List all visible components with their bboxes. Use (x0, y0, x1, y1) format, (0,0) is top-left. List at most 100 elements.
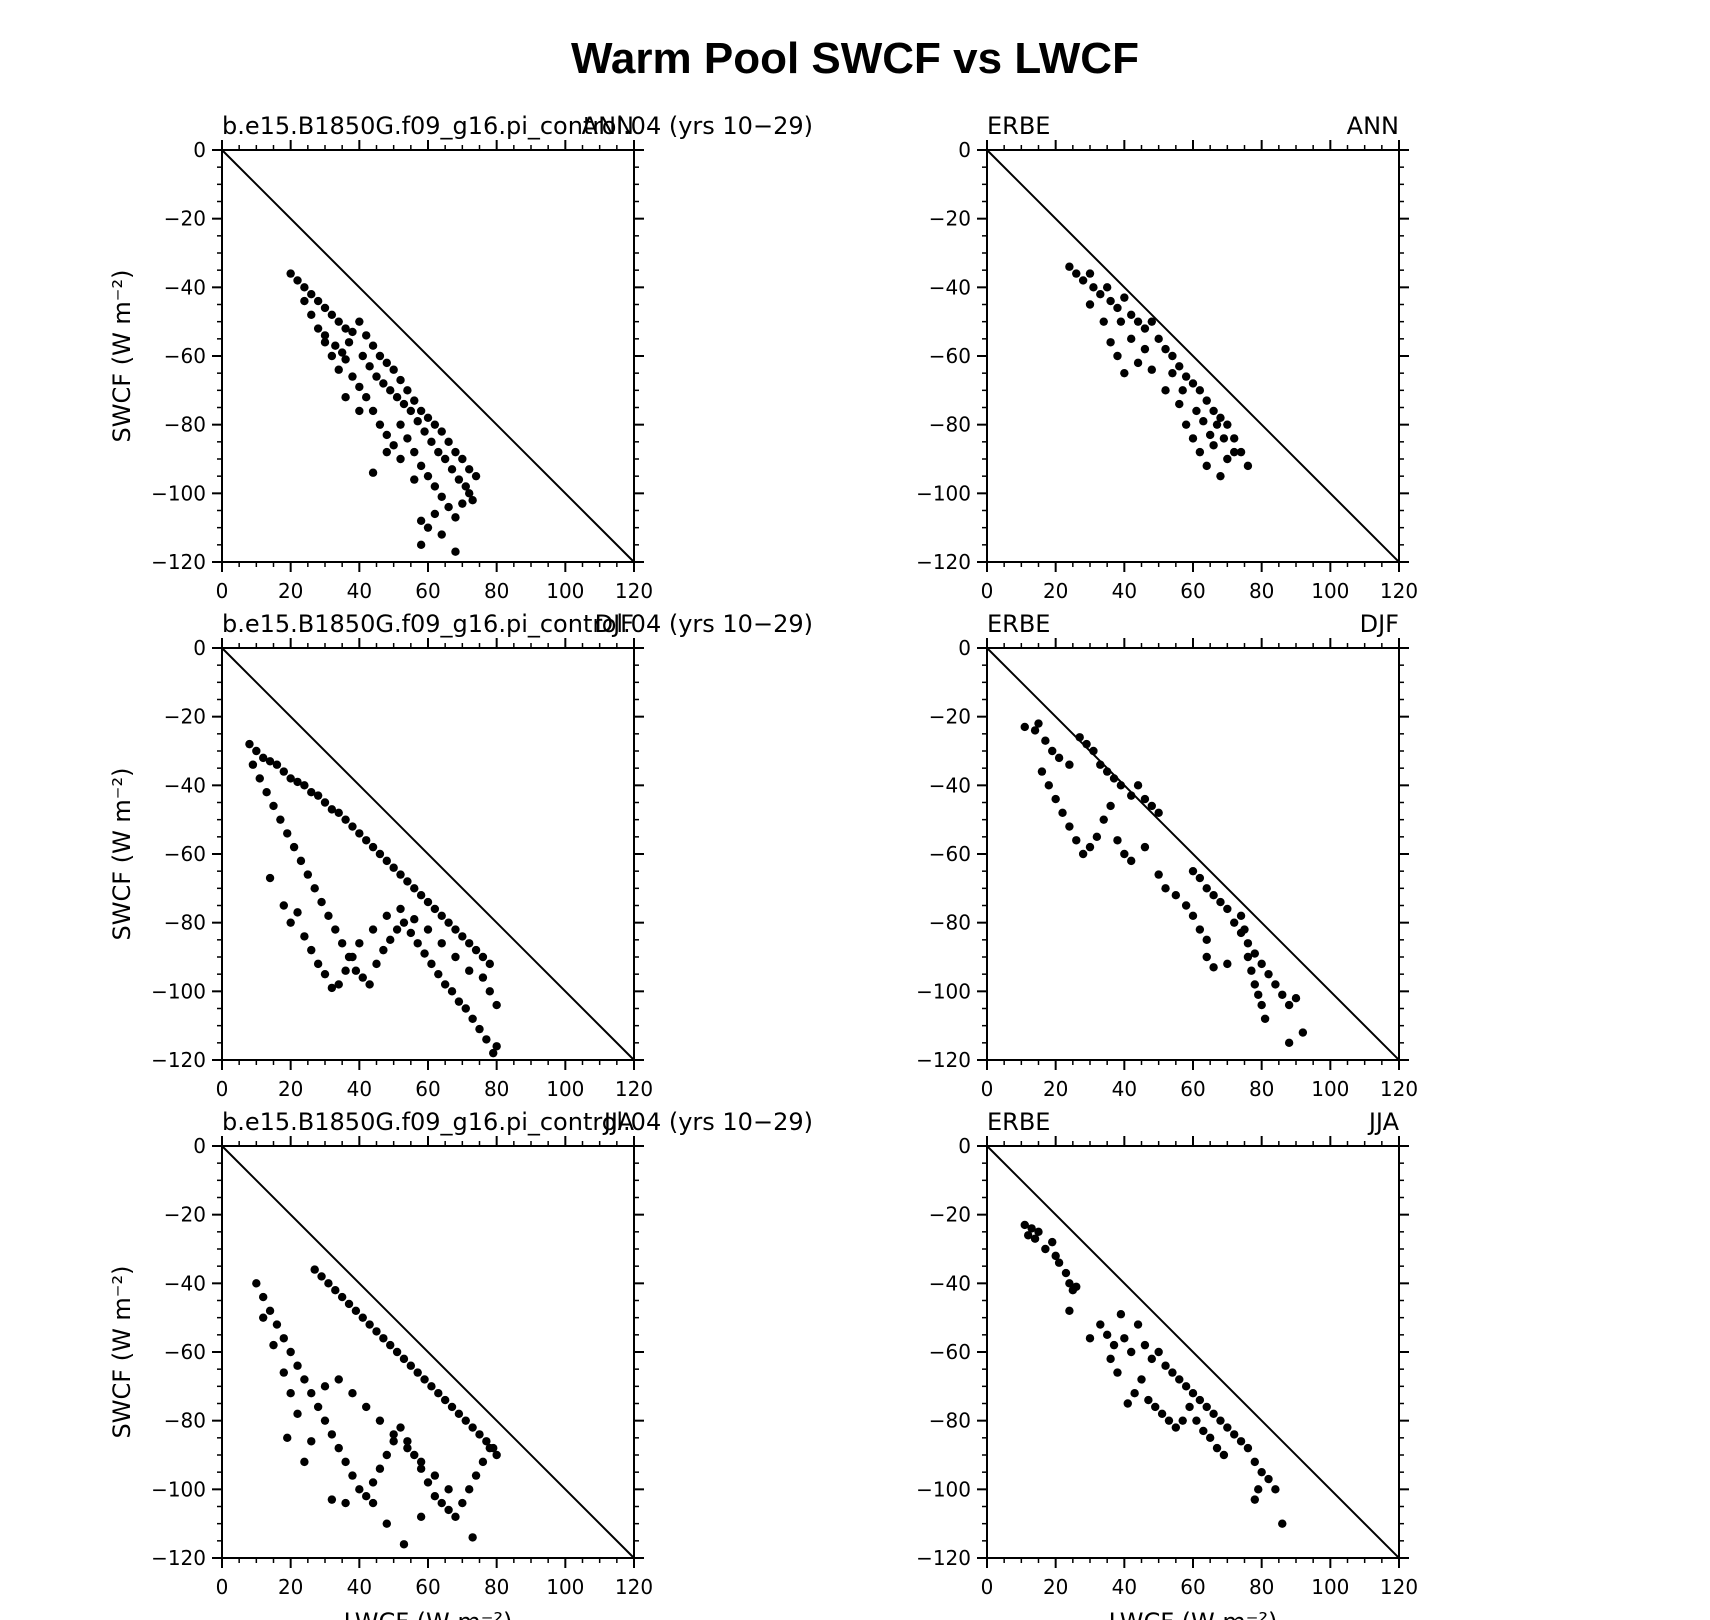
data-point (1065, 1279, 1074, 1288)
data-point (403, 434, 412, 443)
data-point (372, 1327, 381, 1336)
data-point (1168, 368, 1177, 378)
data-point (334, 365, 343, 374)
data-point (451, 925, 460, 934)
data-point (1085, 842, 1095, 852)
data-point (1264, 969, 1273, 979)
data-point (337, 1292, 347, 1302)
x-tick-label: 120 (1380, 1077, 1418, 1101)
y-tick-label: −120 (151, 1048, 206, 1072)
x-tick-label: 20 (278, 1575, 303, 1599)
data-point (382, 430, 391, 440)
data-point (320, 798, 330, 807)
reference-line (986, 1145, 1400, 1559)
data-point (320, 1416, 330, 1425)
x-tick-label: 120 (615, 579, 653, 603)
data-point (331, 925, 340, 934)
x-tick-label: 100 (1311, 1077, 1349, 1101)
data-point (1147, 365, 1157, 374)
data-point (1161, 1361, 1170, 1370)
data-point (320, 303, 330, 313)
data-point (485, 987, 494, 996)
data-point (307, 310, 316, 319)
data-point (358, 973, 367, 982)
data-point (1054, 1258, 1064, 1267)
data-point (313, 296, 323, 306)
y-tick-label: −60 (164, 842, 206, 866)
data-point (269, 801, 278, 811)
x-axis-label: LWCF (W m⁻²) (344, 1608, 513, 1620)
data-point (1027, 1224, 1036, 1233)
data-point (351, 966, 361, 975)
y-tick-label: −80 (929, 413, 971, 437)
data-point (437, 939, 446, 948)
x-tick-label: 0 (981, 579, 994, 603)
data-point (324, 911, 333, 920)
data-point (416, 1512, 426, 1522)
x-tick-label: 100 (546, 1575, 584, 1599)
data-point (1102, 283, 1112, 292)
data-point (440, 454, 450, 464)
data-point (444, 502, 453, 512)
data-point (355, 317, 364, 326)
data-point (1161, 344, 1170, 354)
x-tick-label: 100 (546, 1077, 584, 1101)
x-tick-label: 20 (278, 579, 303, 603)
data-point (327, 983, 337, 993)
data-point (324, 1279, 333, 1288)
data-point (368, 468, 378, 477)
data-point (1171, 891, 1181, 900)
data-point (313, 1402, 323, 1412)
data-point (1085, 300, 1095, 309)
data-point (300, 781, 309, 790)
data-point (382, 358, 391, 368)
data-point (1230, 1430, 1239, 1439)
data-point (396, 420, 405, 429)
data-point (348, 952, 357, 962)
data-point (375, 1416, 385, 1425)
data-point (396, 375, 405, 385)
data-point (1192, 406, 1201, 416)
data-point (1199, 1426, 1208, 1436)
data-point (307, 788, 316, 797)
data-point (1154, 334, 1163, 344)
data-point (468, 1533, 477, 1542)
data-point (461, 482, 470, 491)
data-point (348, 1471, 357, 1480)
data-point (482, 1437, 491, 1446)
data-point (362, 1492, 371, 1501)
data-point (307, 945, 316, 955)
data-point (1216, 471, 1225, 481)
panel-right-label: JJA (1367, 1108, 1400, 1136)
data-point (1243, 952, 1253, 962)
data-point (365, 362, 374, 371)
data-point (1120, 293, 1129, 302)
reference-line (221, 1145, 635, 1559)
data-point (1195, 447, 1205, 457)
data-point (1247, 966, 1256, 975)
data-point (293, 276, 302, 285)
data-point (389, 365, 398, 374)
data-point (341, 393, 350, 402)
data-point (1116, 1310, 1126, 1319)
data-point (1127, 334, 1136, 344)
data-point (1102, 1330, 1112, 1340)
y-axis-label: SWCF (W m⁻²) (108, 768, 136, 941)
y-axis-label: SWCF (W m⁻²) (108, 1266, 136, 1439)
data-point (375, 849, 385, 859)
scatter-panel-4: 0 20 40 60 80 100 120 0 −20 −40 −60 −80 −100 −120 b.e1… (108, 1108, 813, 1620)
data-point (334, 808, 343, 817)
x-tick-label: 40 (347, 1575, 372, 1599)
x-tick-label: 40 (347, 579, 372, 603)
data-point (1048, 1237, 1057, 1247)
data-point (368, 406, 378, 416)
data-point (1202, 884, 1211, 893)
data-point (293, 777, 302, 787)
data-point (1109, 1340, 1119, 1350)
data-point (416, 1457, 426, 1467)
data-point (293, 1361, 302, 1370)
data-point (420, 1375, 429, 1384)
data-point (416, 461, 426, 471)
data-point (317, 897, 326, 907)
data-point (262, 788, 271, 797)
